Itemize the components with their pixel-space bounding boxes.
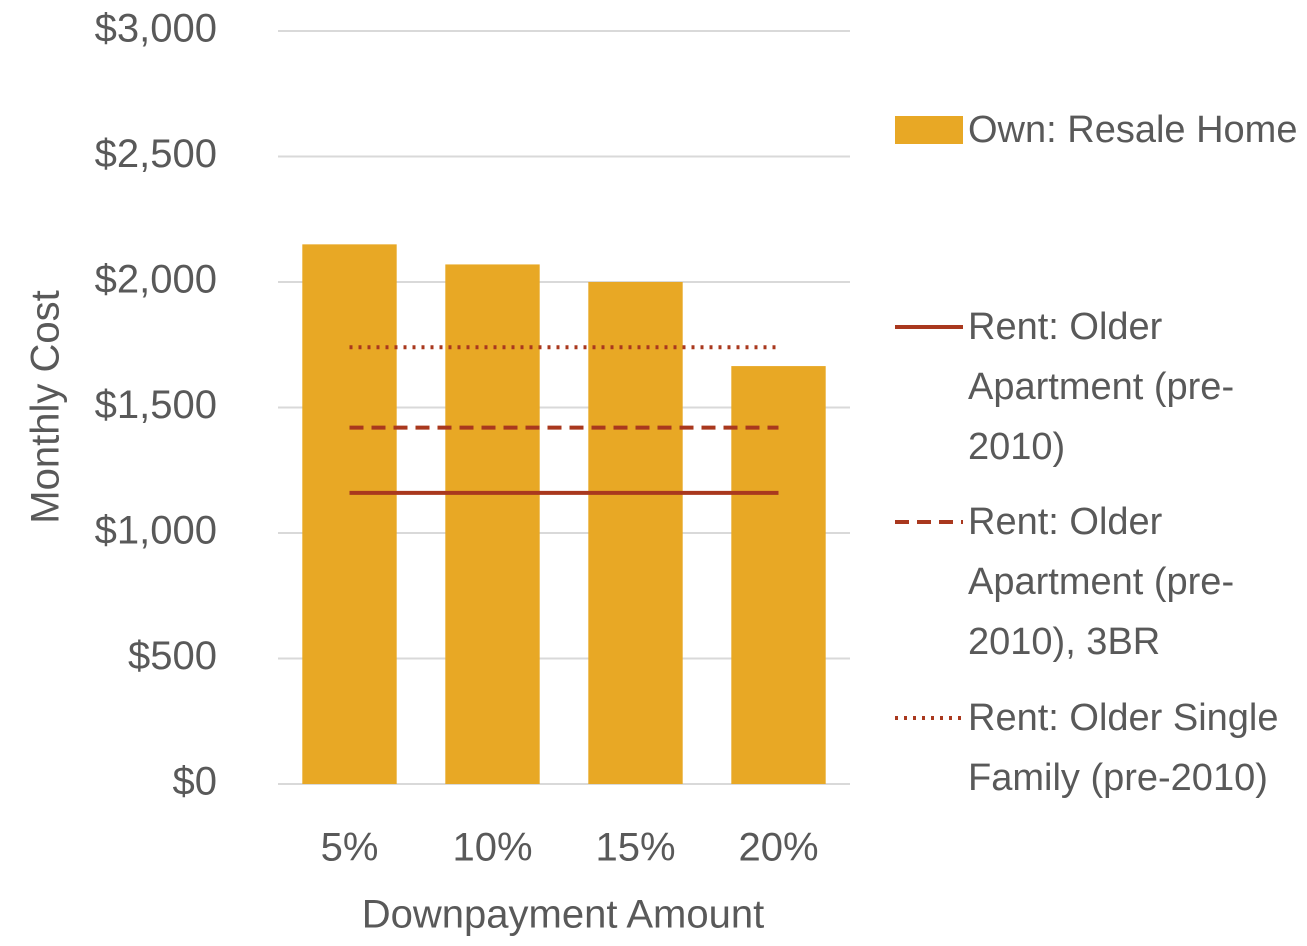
legend-entry: Rent: Older Apartment (pre-2010) bbox=[895, 297, 1305, 497]
bar bbox=[731, 366, 826, 784]
legend-label: Rent: Older Single Family (pre-2010) bbox=[968, 697, 1279, 799]
bar bbox=[588, 282, 683, 784]
x-axis-title: Downpayment Amount bbox=[362, 893, 764, 937]
legend-swatch-box bbox=[895, 116, 963, 144]
legend-entry: Own: Resale Home bbox=[895, 100, 1305, 300]
y-axis-title: Monthly Cost bbox=[24, 290, 68, 523]
y-tick-label: $1,000 bbox=[95, 509, 217, 553]
legend-swatch bbox=[895, 325, 963, 329]
legend-swatch bbox=[895, 716, 963, 720]
legend-label: Rent: Older Apartment (pre-2010), 3BR bbox=[968, 501, 1235, 663]
legend-entry: Rent: Older Apartment (pre-2010), 3BR bbox=[895, 492, 1305, 692]
legend-label: Own: Resale Home bbox=[968, 109, 1298, 151]
legend-swatch bbox=[895, 116, 963, 144]
legend-swatch bbox=[895, 520, 963, 524]
bar bbox=[302, 244, 397, 785]
x-tick-label: 10% bbox=[452, 826, 532, 870]
legend-entry: Rent: Older Single Family (pre-2010) bbox=[895, 688, 1305, 888]
x-tick-label: 5% bbox=[321, 826, 379, 870]
x-tick-label: 15% bbox=[595, 826, 675, 870]
y-tick-label: $1,500 bbox=[95, 383, 217, 427]
x-tick-label: 20% bbox=[738, 826, 818, 870]
y-tick-label: $3,000 bbox=[95, 7, 217, 51]
y-tick-label: $2,000 bbox=[95, 258, 217, 302]
legend-label: Rent: Older Apartment (pre-2010) bbox=[968, 306, 1235, 468]
y-tick-label: $0 bbox=[173, 760, 218, 804]
bar bbox=[445, 264, 540, 784]
y-tick-label: $2,500 bbox=[95, 132, 217, 176]
y-tick-label: $500 bbox=[128, 634, 217, 678]
